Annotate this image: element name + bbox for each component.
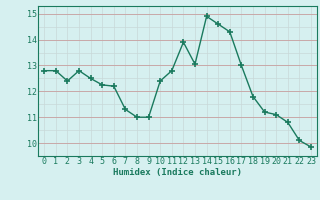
X-axis label: Humidex (Indice chaleur): Humidex (Indice chaleur) <box>113 168 242 177</box>
